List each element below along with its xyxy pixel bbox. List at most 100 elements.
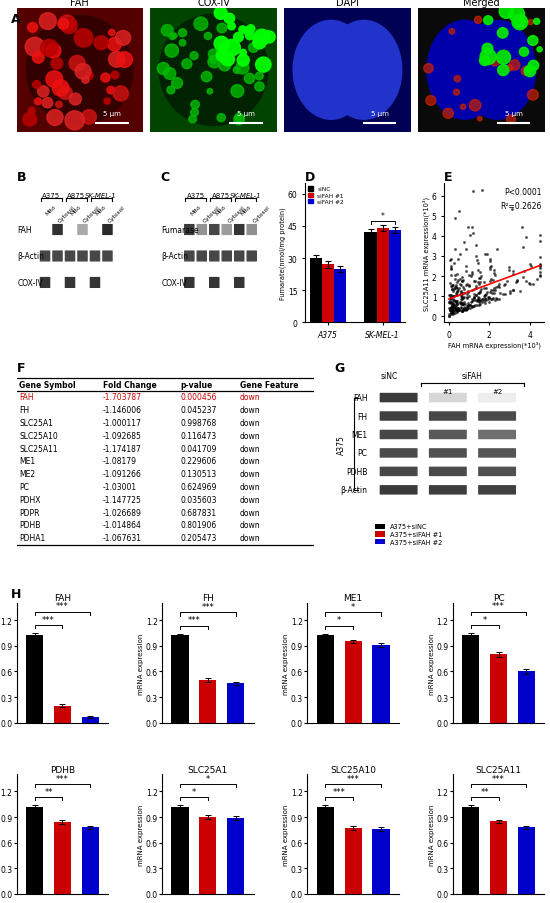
Point bbox=[453, 297, 461, 312]
FancyBboxPatch shape bbox=[478, 394, 516, 403]
Bar bbox=[54, 823, 71, 894]
Point bbox=[446, 277, 455, 292]
Circle shape bbox=[254, 30, 270, 46]
Text: *: * bbox=[192, 787, 196, 796]
Title: SLC25A10: SLC25A10 bbox=[330, 765, 376, 774]
Bar bbox=[26, 807, 43, 894]
Point bbox=[512, 275, 520, 290]
Circle shape bbox=[249, 43, 258, 53]
Point bbox=[444, 295, 453, 310]
Point bbox=[465, 290, 474, 304]
Text: down: down bbox=[240, 495, 261, 504]
Point bbox=[456, 295, 465, 310]
Title: FH: FH bbox=[202, 593, 214, 602]
Polygon shape bbox=[427, 22, 503, 120]
Circle shape bbox=[207, 89, 213, 95]
Point bbox=[507, 202, 516, 217]
Point bbox=[470, 290, 478, 304]
Point bbox=[446, 288, 455, 303]
Bar bbox=[317, 807, 334, 894]
Point bbox=[471, 288, 480, 303]
Point bbox=[454, 303, 463, 318]
Point bbox=[479, 294, 488, 309]
Circle shape bbox=[263, 32, 275, 44]
Text: PDHX: PDHX bbox=[19, 495, 41, 504]
Polygon shape bbox=[326, 22, 402, 120]
Point bbox=[495, 280, 504, 294]
Point bbox=[447, 263, 455, 277]
Point bbox=[444, 308, 453, 322]
Text: FH: FH bbox=[19, 405, 30, 414]
Text: C: C bbox=[161, 171, 170, 184]
Point bbox=[460, 303, 469, 318]
Text: SLC25A10: SLC25A10 bbox=[19, 432, 58, 441]
Point bbox=[456, 284, 465, 299]
Text: down: down bbox=[240, 521, 261, 530]
Text: 0.801906: 0.801906 bbox=[180, 521, 217, 530]
Text: p-value: p-value bbox=[180, 381, 213, 390]
Point bbox=[447, 283, 456, 297]
Text: -1.08179: -1.08179 bbox=[103, 457, 137, 466]
Point bbox=[472, 238, 481, 253]
Circle shape bbox=[507, 116, 515, 125]
Circle shape bbox=[179, 30, 186, 38]
Circle shape bbox=[164, 69, 175, 80]
Text: FH: FH bbox=[358, 412, 367, 421]
Circle shape bbox=[82, 77, 89, 84]
Text: A375: A375 bbox=[42, 193, 60, 200]
Point bbox=[459, 286, 468, 301]
Point bbox=[483, 247, 492, 262]
Text: Cytosol: Cytosol bbox=[227, 204, 246, 223]
Y-axis label: mRNA expression: mRNA expression bbox=[138, 632, 144, 694]
FancyBboxPatch shape bbox=[379, 467, 417, 477]
Point bbox=[476, 265, 485, 280]
Text: 5 μm: 5 μm bbox=[371, 110, 389, 116]
Point bbox=[536, 260, 544, 275]
Text: A: A bbox=[11, 13, 21, 25]
Point bbox=[448, 307, 457, 321]
Text: SLC25A1: SLC25A1 bbox=[19, 419, 53, 427]
Point bbox=[477, 296, 486, 311]
Point bbox=[458, 304, 466, 319]
Text: Mito: Mito bbox=[239, 204, 252, 217]
Point bbox=[468, 300, 477, 314]
Text: ***: *** bbox=[492, 774, 505, 783]
Point bbox=[455, 247, 464, 262]
Point bbox=[491, 280, 500, 294]
Point bbox=[480, 291, 489, 305]
Text: 0.000456: 0.000456 bbox=[180, 393, 217, 402]
Point bbox=[509, 267, 518, 282]
Text: 0.205473: 0.205473 bbox=[180, 534, 217, 543]
Point bbox=[471, 249, 480, 264]
FancyBboxPatch shape bbox=[102, 225, 113, 236]
Point bbox=[452, 303, 460, 318]
Point bbox=[462, 279, 471, 293]
Point bbox=[447, 301, 456, 315]
Bar bbox=[372, 645, 390, 723]
Text: Cytosol: Cytosol bbox=[58, 204, 76, 223]
Text: FAH: FAH bbox=[353, 394, 367, 403]
Point bbox=[504, 260, 513, 275]
Text: -1.091266: -1.091266 bbox=[103, 470, 142, 479]
Bar bbox=[344, 642, 362, 723]
Point bbox=[469, 291, 478, 305]
Circle shape bbox=[167, 87, 175, 95]
Circle shape bbox=[454, 77, 460, 83]
Point bbox=[458, 304, 467, 319]
Circle shape bbox=[491, 58, 499, 67]
Point bbox=[448, 295, 457, 310]
Text: *: * bbox=[381, 211, 384, 220]
Circle shape bbox=[507, 66, 513, 72]
Circle shape bbox=[480, 57, 490, 67]
Text: 0.687831: 0.687831 bbox=[180, 508, 217, 517]
FancyBboxPatch shape bbox=[379, 412, 417, 422]
Point bbox=[473, 293, 482, 308]
Point bbox=[470, 275, 479, 289]
FancyBboxPatch shape bbox=[379, 430, 417, 440]
Point bbox=[462, 303, 471, 318]
Point bbox=[460, 303, 469, 317]
Circle shape bbox=[509, 61, 520, 71]
Text: Mito: Mito bbox=[214, 204, 227, 217]
Circle shape bbox=[41, 41, 58, 57]
Point bbox=[450, 307, 459, 321]
